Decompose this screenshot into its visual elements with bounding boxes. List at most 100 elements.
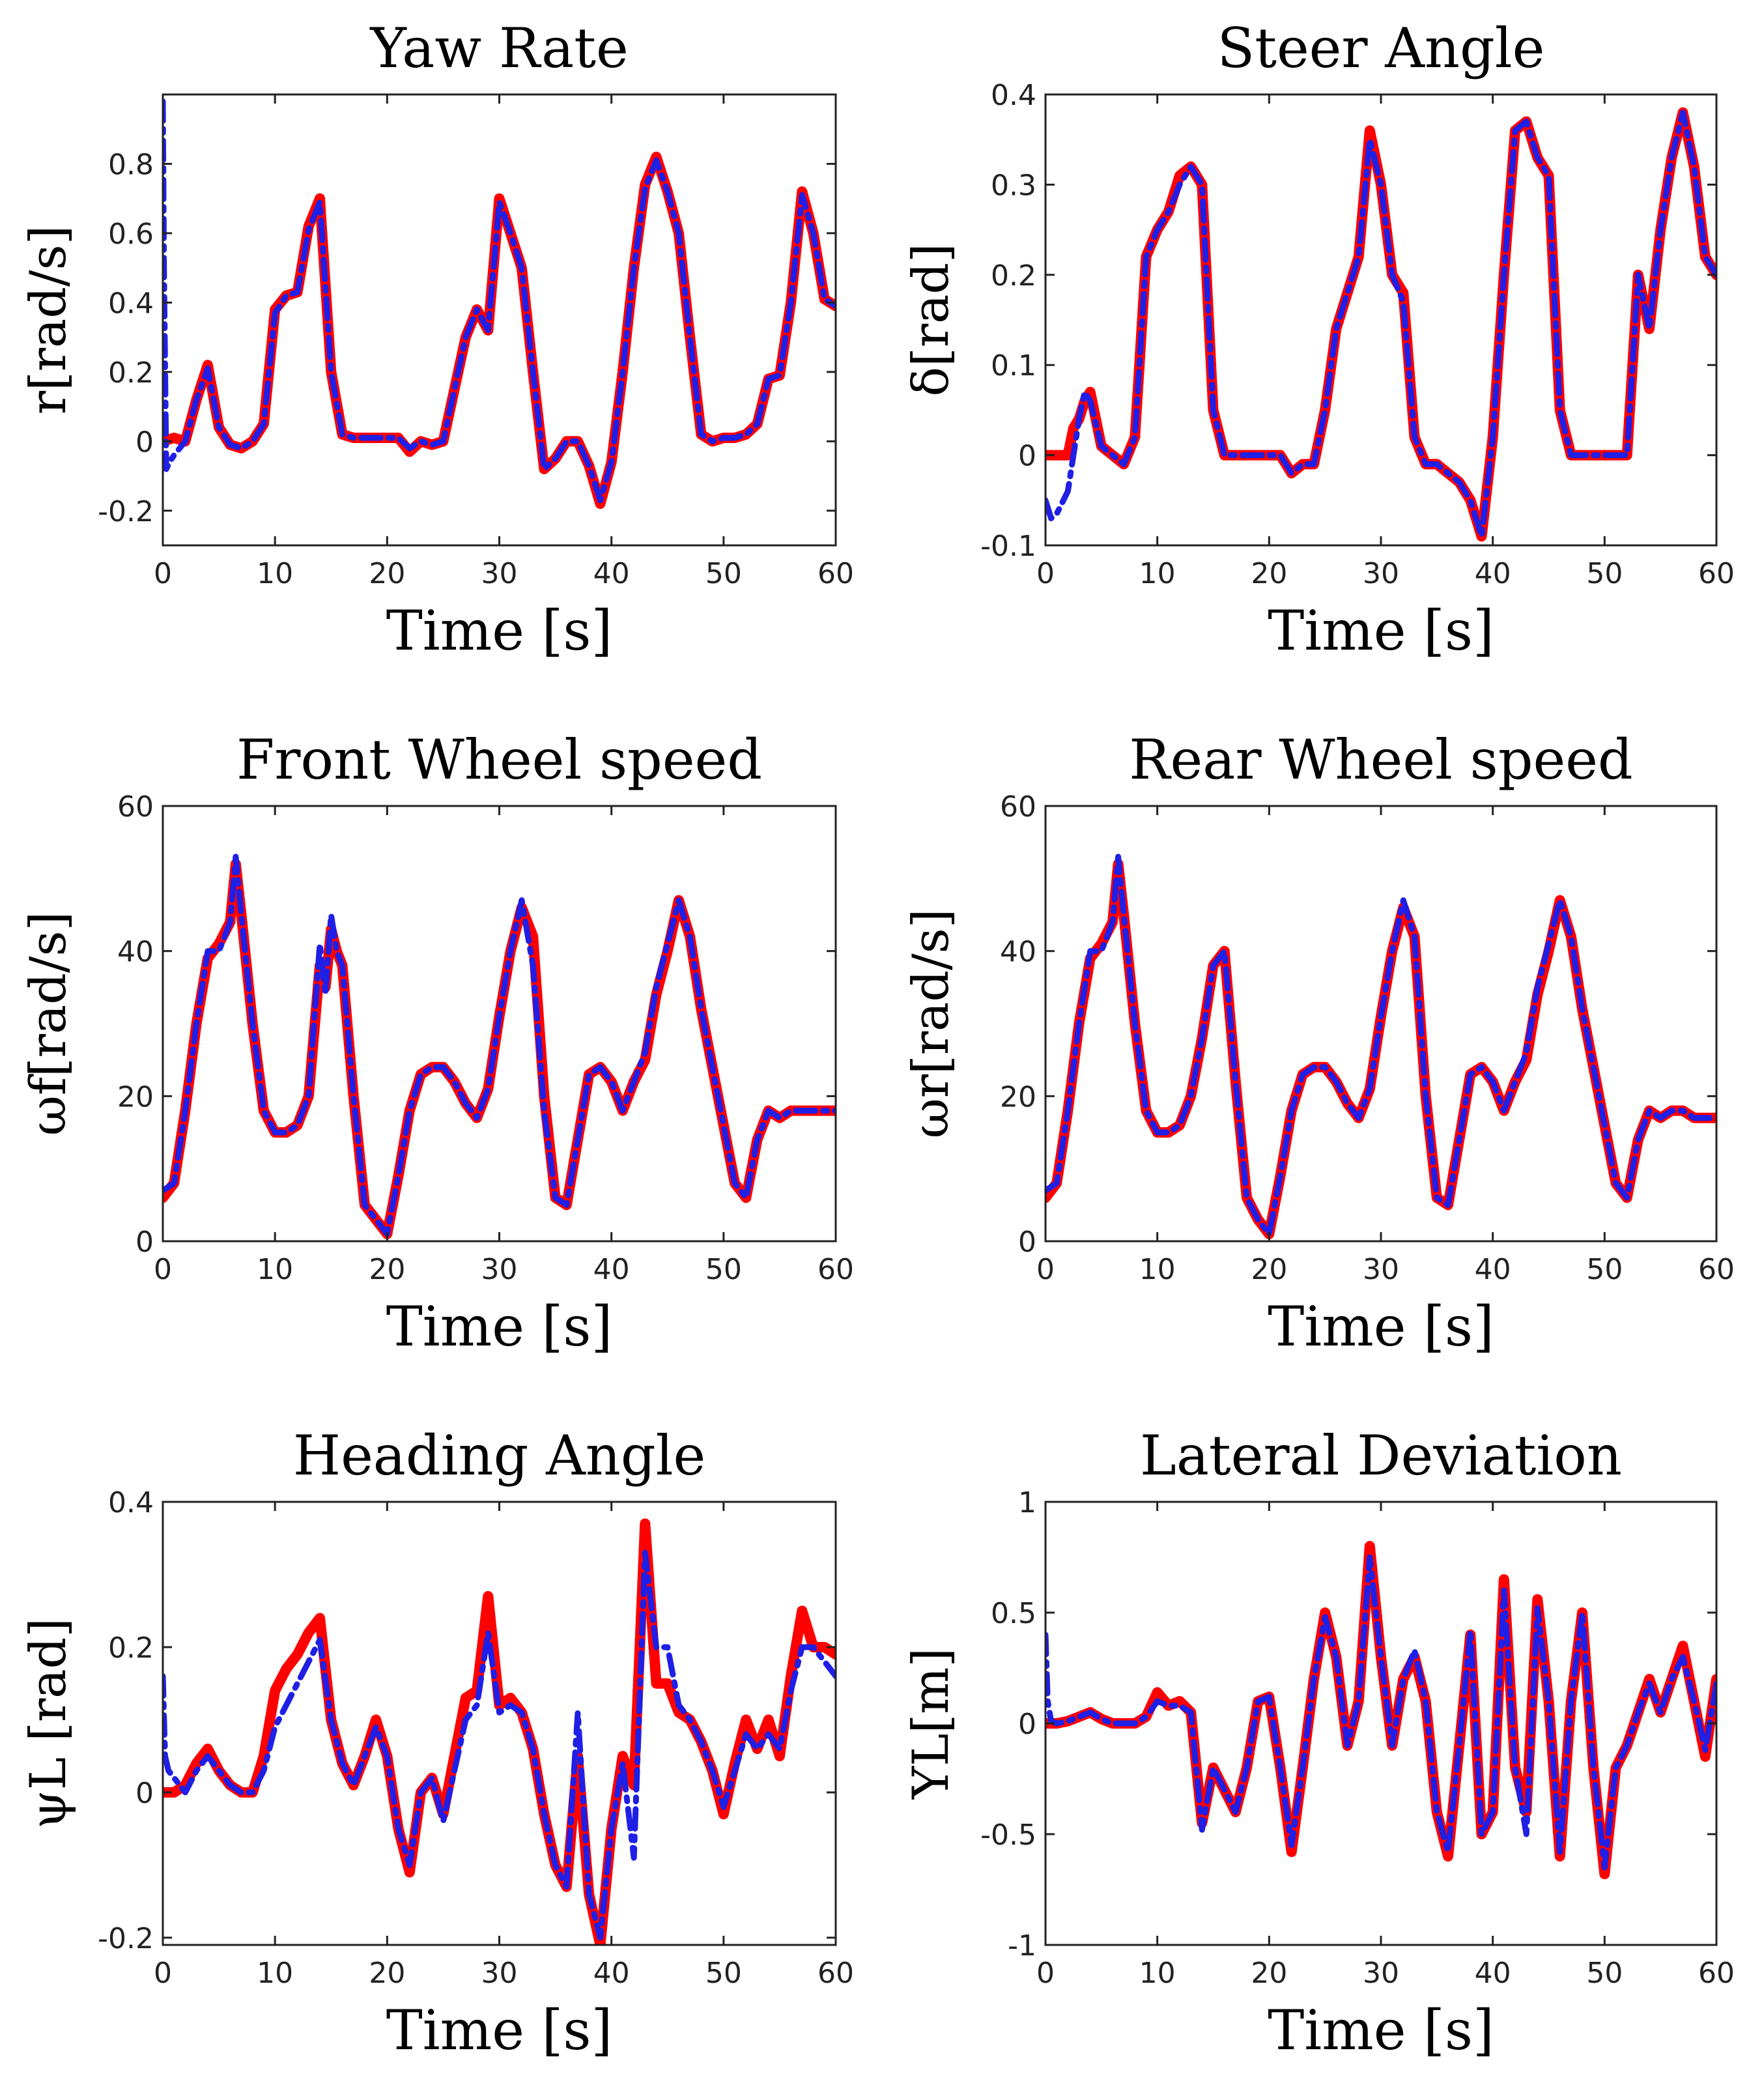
x-tick-label: 10 bbox=[1139, 1253, 1176, 1286]
x-tick-label: 50 bbox=[1586, 1253, 1623, 1286]
x-tick-label: 10 bbox=[257, 1957, 293, 1990]
x-tick-label: 20 bbox=[369, 557, 405, 590]
y-tick-label: 0.4 bbox=[991, 79, 1036, 112]
x-tick-label: 40 bbox=[1475, 1253, 1511, 1286]
series-line-estimated bbox=[163, 854, 836, 1237]
x-axis-label: Time [s] bbox=[386, 1998, 613, 2062]
x-tick-label: 20 bbox=[369, 1253, 405, 1286]
plot-title: Front Wheel speed bbox=[236, 728, 762, 792]
series-line-estimated bbox=[163, 98, 836, 504]
y-tick-label: 0.2 bbox=[108, 1632, 154, 1665]
x-tick-label: 30 bbox=[1363, 1253, 1399, 1286]
x-tick-label: 0 bbox=[154, 557, 172, 590]
x-tick-label: 40 bbox=[1475, 557, 1511, 590]
series-line-measured bbox=[1045, 107, 1716, 542]
y-tick-label: -1 bbox=[1008, 1929, 1036, 1963]
plot-title: Rear Wheel speed bbox=[1129, 728, 1632, 792]
y-axis-label: ωf[rad/s] bbox=[19, 912, 77, 1136]
y-tick-label: 0.6 bbox=[108, 218, 154, 251]
plot-title: Lateral Deviation bbox=[1140, 1424, 1622, 1488]
x-tick-label: 60 bbox=[818, 1253, 854, 1286]
x-tick-label: 20 bbox=[1251, 1253, 1287, 1286]
x-axis-label: Time [s] bbox=[386, 599, 613, 663]
y-tick-label: 20 bbox=[117, 1080, 154, 1114]
x-tick-label: 40 bbox=[593, 1957, 630, 1990]
y-tick-label: 0.2 bbox=[108, 356, 154, 390]
y-tick-label: 0.3 bbox=[991, 169, 1036, 202]
y-axis-label: ωr[rad/s] bbox=[902, 909, 960, 1139]
plot-title: Steer Angle bbox=[1217, 16, 1545, 80]
x-tick-label: 0 bbox=[1036, 1957, 1055, 1990]
x-tick-label: 40 bbox=[593, 1253, 630, 1286]
x-axis-label: Time [s] bbox=[1268, 1998, 1494, 2062]
x-tick-label: 40 bbox=[1475, 1957, 1511, 1990]
series-line-estimated bbox=[1045, 1554, 1716, 1871]
y-axis-label: r[rad/s] bbox=[19, 225, 77, 415]
subplot-6: Lateral Deviation 0 10 20 30 40 50 60 -1 -0.5 0 0.5… bbox=[902, 1424, 1735, 2062]
y-axis-label: δ[rad] bbox=[902, 243, 960, 396]
x-tick-label: 0 bbox=[1036, 1253, 1055, 1286]
y-axis-label: ψL [rad] bbox=[19, 1618, 77, 1829]
x-tick-label: 50 bbox=[1586, 1957, 1623, 1990]
y-tick-label: 40 bbox=[1000, 936, 1036, 969]
x-tick-label: 10 bbox=[1139, 557, 1176, 590]
x-tick-label: 60 bbox=[818, 557, 854, 590]
axes-box bbox=[1044, 1501, 1718, 1946]
x-tick-label: 30 bbox=[481, 1253, 518, 1286]
x-tick-label: 0 bbox=[154, 1957, 172, 1990]
x-tick-label: 20 bbox=[369, 1957, 405, 1990]
x-tick-label: 50 bbox=[705, 1253, 742, 1286]
x-tick-label: 0 bbox=[154, 1253, 172, 1286]
y-axis-label: YL[m] bbox=[902, 1648, 960, 1800]
y-tick-label: 0 bbox=[1018, 1708, 1036, 1741]
x-axis-label: Time [s] bbox=[1268, 1295, 1494, 1359]
y-tick-label: 0 bbox=[1018, 1226, 1036, 1259]
x-tick-label: 20 bbox=[1251, 557, 1287, 590]
series-line-measured bbox=[1045, 1541, 1716, 1880]
series-line-measured bbox=[163, 1518, 836, 1945]
y-tick-label: -0.2 bbox=[98, 495, 154, 528]
y-tick-label: -0.1 bbox=[980, 530, 1036, 563]
subplot-4: Rear Wheel speed 0 10 20 30 40 50 60 0 20 40 60 Time… bbox=[902, 728, 1735, 1359]
x-tick-label: 10 bbox=[257, 557, 293, 590]
x-axis-label: Time [s] bbox=[1268, 599, 1494, 663]
series-line-estimated bbox=[1045, 854, 1716, 1237]
plot-title: Yaw Rate bbox=[369, 16, 628, 80]
x-tick-label: 60 bbox=[1698, 557, 1735, 590]
x-tick-label: 60 bbox=[1698, 1957, 1735, 1990]
y-tick-label: 0.8 bbox=[108, 148, 154, 181]
y-tick-label: 60 bbox=[117, 790, 154, 824]
x-tick-label: 10 bbox=[1139, 1957, 1176, 1990]
y-tick-label: 0 bbox=[135, 1226, 154, 1259]
y-tick-label: -0.2 bbox=[98, 1922, 154, 1955]
y-tick-label: 1 bbox=[1018, 1486, 1036, 1519]
x-tick-label: 30 bbox=[481, 1957, 518, 1990]
series-line-measured bbox=[1045, 859, 1716, 1239]
y-tick-label: 0 bbox=[135, 1777, 154, 1810]
x-tick-label: 30 bbox=[1363, 557, 1399, 590]
subplot-3: Front Wheel speed 0 10 20 30 40 50 60 0 20 40 60 Tim… bbox=[19, 728, 854, 1359]
plot-title: Heading Angle bbox=[293, 1424, 705, 1488]
x-tick-label: 50 bbox=[705, 557, 742, 590]
x-tick-label: 60 bbox=[818, 1957, 854, 1990]
x-tick-label: 50 bbox=[1586, 557, 1623, 590]
x-tick-label: 0 bbox=[1036, 557, 1055, 590]
x-axis-label: Time [s] bbox=[386, 1295, 613, 1359]
axes-box bbox=[162, 1501, 837, 1946]
series-line-estimated bbox=[163, 1549, 836, 1941]
y-tick-label: 0.4 bbox=[108, 1486, 154, 1519]
x-tick-label: 20 bbox=[1251, 1957, 1287, 1990]
y-tick-label: 60 bbox=[1000, 790, 1036, 824]
y-tick-label: 0 bbox=[1018, 440, 1036, 473]
x-tick-label: 30 bbox=[481, 557, 518, 590]
x-tick-label: 60 bbox=[1698, 1253, 1735, 1286]
x-tick-label: 50 bbox=[705, 1957, 742, 1990]
y-tick-label: 0.2 bbox=[991, 259, 1036, 293]
y-tick-label: -0.5 bbox=[980, 1819, 1036, 1852]
series-line-estimated bbox=[1045, 109, 1716, 539]
axes-box bbox=[162, 93, 837, 547]
